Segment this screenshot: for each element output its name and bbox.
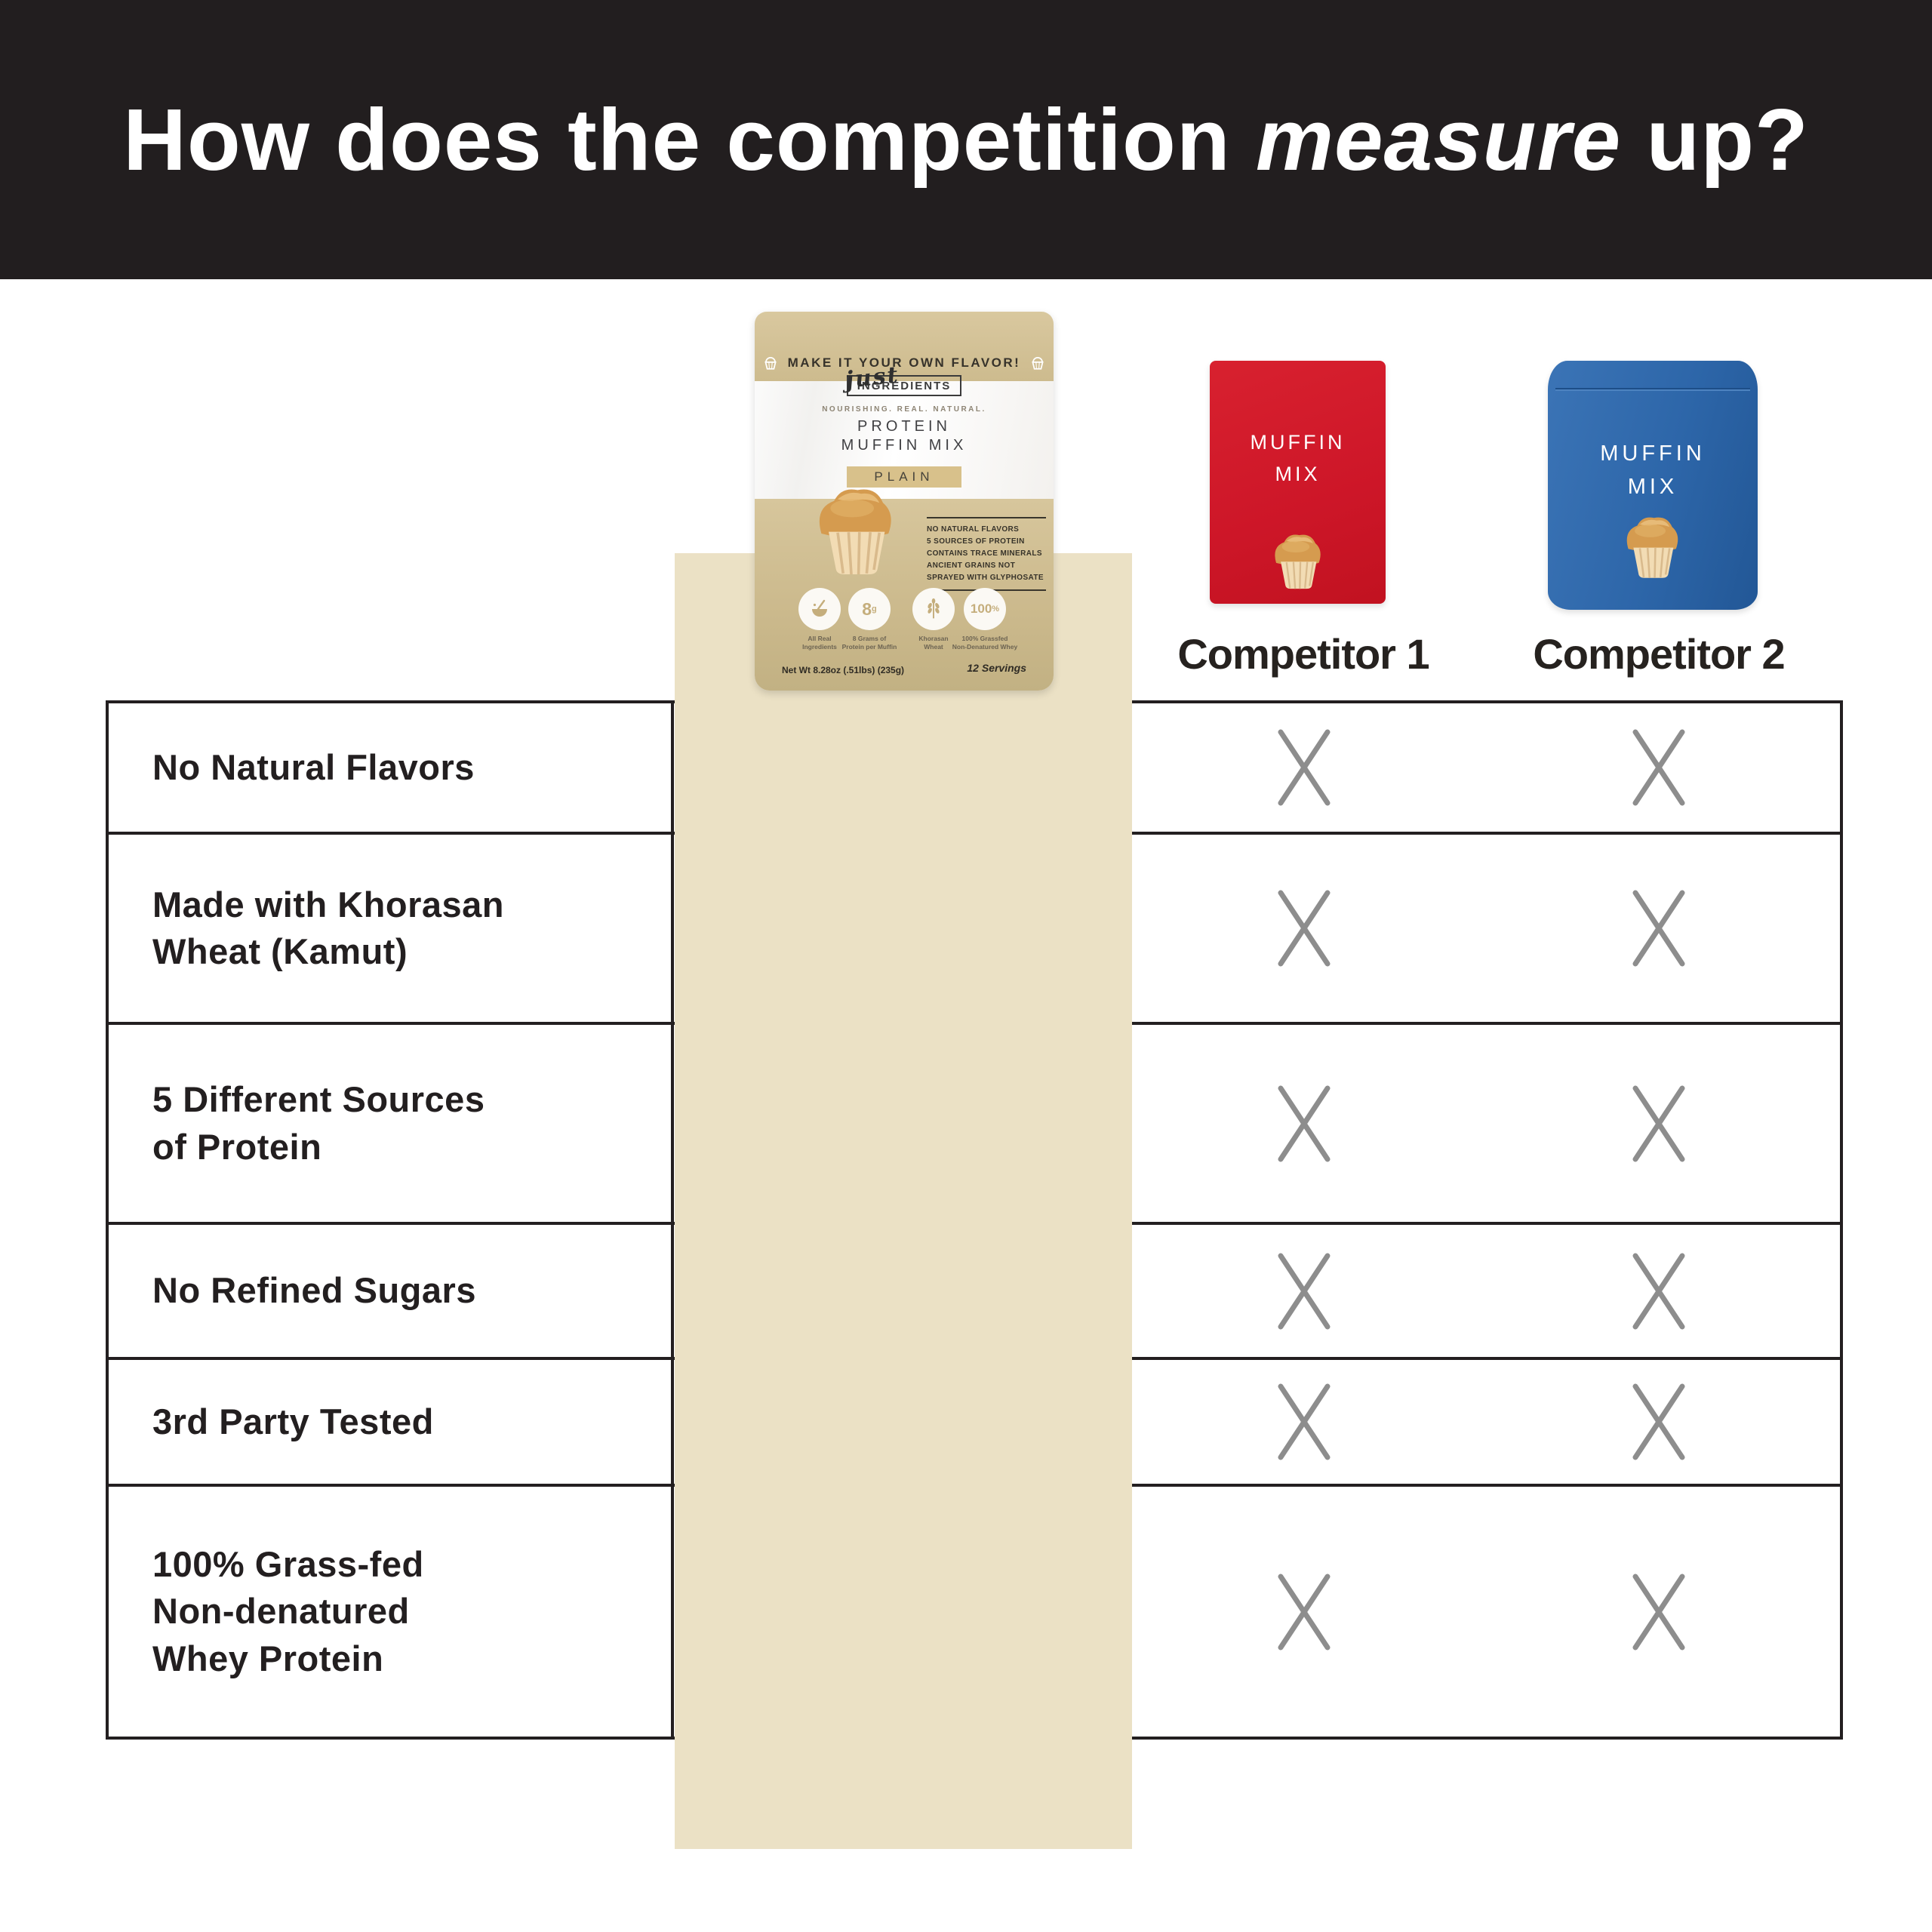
pouch-zipper <box>1555 388 1750 391</box>
x-icon <box>1264 886 1343 971</box>
hero-product-package: MAKE IT YOUR OWN FLAVOR! just INGREDIENTS… <box>755 312 1054 691</box>
brand-tagline: NOURISHING. REAL. NATURAL. <box>822 405 986 414</box>
competitor1-package: MUFFIN MIX <box>1210 361 1386 604</box>
header-bar: How does the competition measure up? <box>0 0 1932 279</box>
hero-claim: NO NATURAL FLAVORS <box>927 525 1020 534</box>
feature-label: 3rd Party Tested <box>152 1401 434 1441</box>
hero-claim: CONTAINS TRACE MINERALS <box>927 549 1042 558</box>
muffin-photo <box>789 479 922 579</box>
feature-cell: Made with Khorasan Wheat (Kamut) <box>109 835 674 1022</box>
table-row: No Natural Flavors <box>109 703 1840 832</box>
hero-claims-list: NO NATURAL FLAVORS 5 SOURCES OF PROTEIN … <box>927 517 1046 591</box>
x-icon <box>1619 1570 1697 1654</box>
badge-khorasan-wheat: Khorasan Wheat <box>900 588 968 651</box>
wheat-icon <box>922 598 945 620</box>
feature-cell: 3rd Party Tested <box>109 1360 674 1484</box>
hero-top-banner: MAKE IT YOUR OWN FLAVOR! <box>755 312 1054 381</box>
brand-logo: just INGREDIENTS <box>755 361 1054 396</box>
muffin-photo <box>1611 510 1694 581</box>
hero-flavor-banner: PLAIN <box>847 466 961 488</box>
competitor2-package: MUFFIN MIX <box>1548 361 1758 610</box>
hero-top-banner-text: MAKE IT YOUR OWN FLAVOR! <box>787 355 1021 370</box>
competitor1-package-text: MUFFIN MIX <box>1250 431 1346 485</box>
x-icon <box>1264 1570 1343 1654</box>
feature-label: 100% Grass-fed Non-denatured Whey Protei… <box>152 1544 424 1678</box>
x-icon <box>1619 725 1697 810</box>
feature-label: Made with Khorasan Wheat (Kamut) <box>152 884 505 971</box>
hero-claim: 5 SOURCES OF PROTEIN <box>927 537 1025 546</box>
badge-grassfed-whey: 100% 100% Grassfed Non-Denatured Whey <box>951 588 1019 651</box>
x-icon <box>1619 886 1697 971</box>
competitor1-label: Competitor 1 <box>1177 630 1429 678</box>
product-highlight-band <box>675 553 1132 1849</box>
feature-cell: No Natural Flavors <box>109 703 674 832</box>
comparison-table: No Natural Flavors Made with Khorasan Wh… <box>106 700 1843 1740</box>
cupcake-icon <box>762 355 779 371</box>
badge-real-ingredients: All Real Ingredients <box>786 588 854 651</box>
x-icon <box>1264 1380 1343 1464</box>
feature-label: No Natural Flavors <box>152 746 475 787</box>
competitor2-label: Competitor 2 <box>1533 630 1785 678</box>
x-icon <box>1264 725 1343 810</box>
x-icon <box>1619 1249 1697 1334</box>
bowl-icon <box>808 598 831 620</box>
net-weight: Net Wt 8.28oz (.51lbs) (235g) <box>782 665 905 675</box>
feature-cell: 100% Grass-fed Non-denatured Whey Protei… <box>109 1487 674 1737</box>
table-row: Made with Khorasan Wheat (Kamut) <box>109 832 1840 1022</box>
brand-script: just <box>844 361 901 394</box>
hero-claim: ANCIENT GRAINS NOT SPRAYED WITH GLYPHOSA… <box>927 561 1044 582</box>
x-icon <box>1264 1081 1343 1166</box>
feature-cell: No Refined Sugars <box>109 1225 674 1357</box>
competitor2-package-text: MUFFIN MIX <box>1600 441 1706 499</box>
feature-label: No Refined Sugars <box>152 1270 476 1311</box>
brand-name: INGREDIENTS <box>857 380 952 392</box>
servings-count: 12 Servings <box>967 662 1026 674</box>
hero-product-title: PROTEIN MUFFIN MIX <box>841 418 968 454</box>
x-icon <box>1264 1249 1343 1334</box>
x-icon <box>1619 1081 1697 1166</box>
title-italic-word: measure <box>1255 91 1622 189</box>
feature-cell: 5 Different Sources of Protein <box>109 1025 674 1222</box>
page-title: How does the competition measure up? <box>123 91 1809 189</box>
feature-label: 5 Different Sources of Protein <box>152 1079 485 1167</box>
muffin-photo <box>1262 528 1334 592</box>
x-icon <box>1619 1380 1697 1464</box>
cupcake-icon <box>1029 355 1046 371</box>
